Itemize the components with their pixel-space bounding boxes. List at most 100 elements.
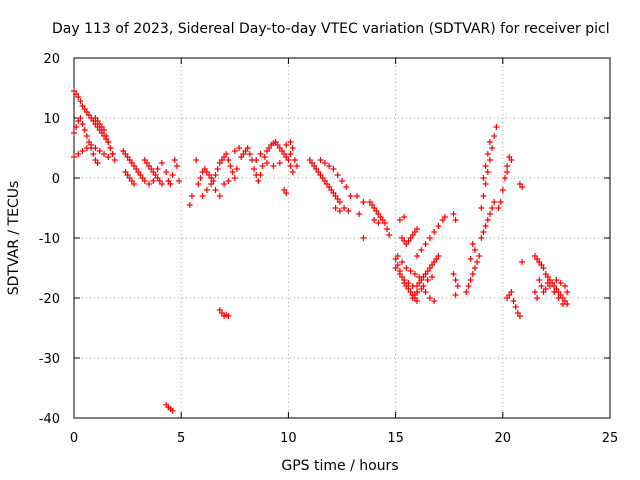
data-point xyxy=(225,178,232,184)
data-point xyxy=(553,277,560,283)
data-point xyxy=(255,178,262,184)
data-point xyxy=(83,145,90,151)
chart-title: Day 113 of 2023, Sidereal Day-to-day VTE… xyxy=(52,21,610,37)
data-point xyxy=(105,139,112,145)
data-point xyxy=(77,115,84,121)
data-point xyxy=(208,181,215,187)
data-point xyxy=(233,166,240,172)
data-point xyxy=(474,259,481,265)
data-point xyxy=(480,193,487,199)
data-point xyxy=(283,142,290,148)
data-point xyxy=(289,145,296,151)
data-point xyxy=(471,265,478,271)
data-point xyxy=(480,175,487,181)
data-point xyxy=(212,187,219,193)
x-tick-label: 15 xyxy=(387,431,404,446)
data-point xyxy=(158,181,165,187)
data-point xyxy=(484,169,491,175)
x-tick-label: 20 xyxy=(495,431,512,446)
data-point xyxy=(418,247,425,253)
data-point xyxy=(167,181,174,187)
y-tick-label: 10 xyxy=(43,112,60,127)
data-point xyxy=(354,193,361,199)
data-point xyxy=(231,148,238,154)
data-point xyxy=(92,145,99,151)
data-point xyxy=(469,241,476,247)
data-point xyxy=(216,193,223,199)
data-point xyxy=(321,160,328,166)
data-point xyxy=(486,157,493,163)
data-point xyxy=(90,151,97,157)
data-point xyxy=(293,163,300,169)
data-point xyxy=(270,163,277,169)
data-point xyxy=(94,160,101,166)
data-point xyxy=(401,214,408,220)
data-point xyxy=(188,193,195,199)
data-point xyxy=(414,289,421,295)
data-point xyxy=(484,151,491,157)
data-point xyxy=(227,163,234,169)
data-point xyxy=(105,154,112,160)
data-point xyxy=(396,271,403,277)
data-point xyxy=(203,187,210,193)
data-point xyxy=(396,217,403,223)
data-point xyxy=(504,163,511,169)
data-point xyxy=(504,169,511,175)
data-point xyxy=(141,178,148,184)
x-tick-label: 10 xyxy=(280,431,297,446)
data-point xyxy=(79,148,86,154)
x-axis-title: GPS time / hours xyxy=(281,458,398,474)
data-point xyxy=(107,145,114,151)
data-point xyxy=(493,124,500,130)
data-point xyxy=(452,292,459,298)
data-point xyxy=(422,241,429,247)
data-point xyxy=(343,184,350,190)
data-point xyxy=(360,199,367,205)
data-point xyxy=(510,298,517,304)
data-point xyxy=(401,277,408,283)
data-point xyxy=(508,289,515,295)
data-point xyxy=(197,175,204,181)
data-point xyxy=(484,217,491,223)
data-point xyxy=(283,190,290,196)
data-point xyxy=(519,259,526,265)
data-point xyxy=(111,157,118,163)
data-point xyxy=(465,283,472,289)
data-point xyxy=(332,205,339,211)
data-point xyxy=(231,175,238,181)
data-point xyxy=(561,283,568,289)
data-point xyxy=(163,169,170,175)
data-point xyxy=(326,163,333,169)
data-point xyxy=(469,271,476,277)
y-tick-label: -40 xyxy=(39,412,60,427)
data-point xyxy=(261,154,268,160)
data-point xyxy=(341,205,348,211)
y-tick-label: -20 xyxy=(39,292,60,307)
data-point xyxy=(497,199,504,205)
data-point xyxy=(339,178,345,184)
data-point xyxy=(435,253,442,259)
y-axis-title: SDTVAR / TECUs xyxy=(6,181,22,296)
ticks: 0 5 10 15 20 25 -40 -30 -20 -10 0 10 20 xyxy=(39,52,619,446)
y-tick-label: 0 xyxy=(52,172,60,187)
data-point xyxy=(450,271,457,277)
data-point xyxy=(171,157,178,163)
data-point xyxy=(285,157,292,163)
data-point xyxy=(422,289,429,295)
data-point xyxy=(420,283,427,289)
data-point xyxy=(512,304,519,310)
data-point xyxy=(482,223,489,229)
data-point xyxy=(276,160,283,166)
data-point xyxy=(392,265,399,271)
data-point xyxy=(77,98,84,105)
data-point xyxy=(360,235,367,241)
data-point xyxy=(251,166,258,172)
data-point xyxy=(471,247,478,253)
data-point xyxy=(394,253,401,259)
data-point xyxy=(414,253,421,259)
x-tick-label: 0 xyxy=(70,431,78,446)
data-point xyxy=(429,274,436,280)
data-point xyxy=(71,130,77,136)
data-point xyxy=(516,313,523,319)
data-point xyxy=(287,163,294,169)
